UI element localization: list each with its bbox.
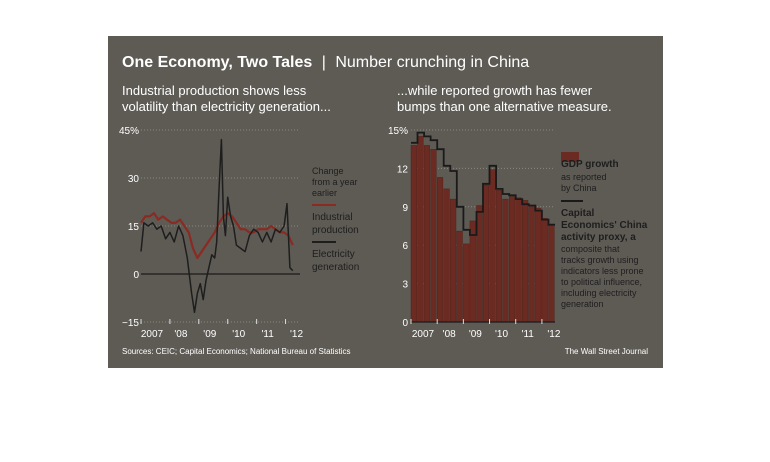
gdp-bar	[502, 198, 509, 323]
left-x-tick-label: '12	[290, 329, 303, 340]
legend-capital-line-1: Capital	[561, 208, 595, 219]
legend-capital-sub-line-4: to political influence,	[561, 277, 642, 287]
gdp-bar	[463, 243, 470, 323]
gdp-bar	[541, 218, 548, 323]
left-y-tick-label: 0	[133, 270, 139, 281]
right-legend: GDP growth as reported by China Capital …	[561, 152, 648, 309]
legend-capital-sub-line-6: generation	[561, 299, 604, 309]
legend-industrial-line-1: Industrial	[312, 212, 353, 223]
gdp-bar	[509, 196, 516, 323]
right-y-tick-label: 12	[397, 164, 409, 175]
gdp-bar	[430, 148, 437, 323]
right-x-tick-label: '10	[495, 329, 508, 340]
right-y-tick-label: 9	[402, 203, 408, 214]
left-y-tick-label: 45%	[119, 126, 139, 137]
gdp-bar	[417, 136, 424, 323]
electricity-generation-line	[140, 138, 294, 314]
right-y-tick-label: 6	[402, 241, 408, 252]
gdp-bar	[410, 145, 417, 323]
chart-svg: One Economy, Two Tales | Number crunchin…	[119, 54, 649, 356]
gdp-bar	[437, 177, 444, 323]
figure-subtitle: Number crunching in China	[335, 54, 529, 71]
gdp-bar	[423, 145, 431, 323]
right-panel-title-line-2: bumps than one alternative measure.	[397, 99, 612, 114]
title-separator: |	[322, 54, 326, 71]
legend-electricity-line-1: Electricity	[312, 249, 355, 260]
left-y-tick-label: 30	[128, 174, 140, 185]
right-x-tick-label: '12	[547, 329, 560, 340]
left-legend: Change from a year earlier Industrial pr…	[312, 166, 359, 273]
gdp-bar	[489, 169, 496, 323]
gdp-bar	[515, 197, 522, 323]
legend-gdp-label: GDP growth	[561, 159, 619, 170]
legend-header-line-2: from a year	[312, 177, 358, 187]
legend-capital-sub-line-2: tracks growth using	[561, 255, 639, 265]
legend-industrial-line-2: production	[312, 225, 359, 236]
chart-figure: One Economy, Two Tales | Number crunchin…	[108, 36, 663, 368]
right-panel-title-line-1: ...while reported growth has fewer	[397, 83, 593, 98]
gdp-bar	[456, 230, 463, 323]
chart-header: One Economy, Two Tales | Number crunchin…	[122, 54, 529, 71]
gdp-bar	[548, 224, 555, 323]
legend-header-line-1: Change	[312, 166, 344, 176]
figure-title: One Economy, Two Tales	[122, 54, 312, 71]
gdp-bar	[443, 188, 450, 323]
left-chart: −15 0 15 30 45% 2007 '08 '09 '10 '11 '12	[119, 126, 304, 340]
gdp-bar	[535, 207, 542, 323]
left-x-tick-label: '09	[203, 329, 216, 340]
gdp-bar	[522, 200, 529, 323]
gdp-bar	[495, 189, 503, 323]
left-panel-title-line-2: volatility than electricity generation..…	[122, 99, 331, 114]
left-y-tick-label: 15	[128, 222, 140, 233]
right-y-tick-label: 3	[402, 280, 408, 291]
gdp-bar	[450, 198, 457, 323]
left-x-tick-label: '10	[232, 329, 245, 340]
right-y-tick-label: 15%	[388, 126, 408, 137]
left-y-tick-label: −15	[122, 318, 139, 329]
right-x-tick-label: 2007	[412, 329, 435, 340]
left-x-tick-label: '08	[174, 329, 187, 340]
legend-gdp-sub-line-1: as reported	[561, 172, 607, 182]
capital-economics-line	[411, 131, 555, 236]
legend-capital-sub-line-5: including electricity	[561, 288, 637, 298]
left-x-tick-label: 2007	[141, 329, 164, 340]
right-x-tick-label: '11	[522, 329, 535, 340]
left-panel-title-line-1: Industrial production shows less	[122, 83, 307, 98]
legend-electricity-line-2: generation	[312, 262, 359, 273]
legend-swatch-gdp	[561, 152, 579, 162]
gdp-bar	[469, 220, 476, 323]
legend-capital-line-2: Economics' China	[561, 220, 648, 231]
legend-header-line-3: earlier	[312, 188, 337, 198]
legend-capital-sub-line-1: composite that	[561, 244, 620, 254]
legend-capital-sub-line-3: indicators less prone	[561, 266, 644, 276]
footer-credit: The Wall Street Journal	[565, 347, 649, 356]
right-chart: 0 3 6 9 12 15% 2007 '08 '09 '10 '11 '12	[388, 126, 561, 340]
gdp-bar	[528, 205, 535, 323]
legend-gdp-sub-line-2: by China	[561, 183, 597, 193]
footer-sources: Sources: CEIC; Capital Economics; Nation…	[122, 347, 351, 356]
left-x-tick-label: '11	[261, 329, 274, 340]
legend-capital-line-3: activity proxy, a	[561, 232, 636, 243]
right-y-tick-label: 0	[402, 318, 408, 329]
right-x-tick-label: '09	[469, 329, 482, 340]
right-x-tick-label: '08	[443, 329, 456, 340]
